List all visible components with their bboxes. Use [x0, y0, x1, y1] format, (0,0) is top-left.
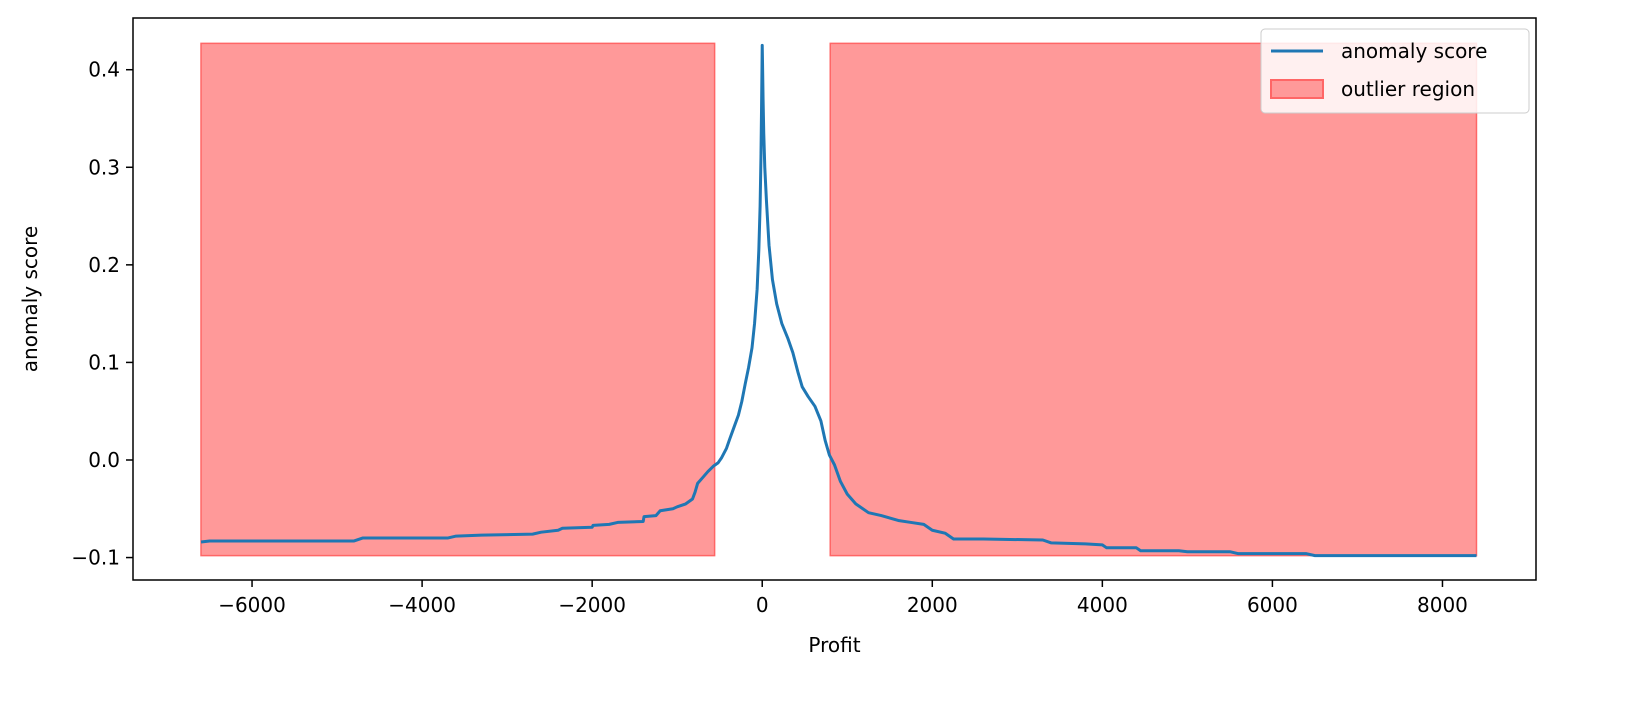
y-tick-label: 0.4	[88, 58, 120, 82]
legend-label-anomaly-score: anomaly score	[1341, 39, 1487, 63]
series-line-0	[200, 43, 1477, 558]
y-tick-label: 0.1	[88, 350, 120, 374]
x-tick-label: 2000	[907, 593, 958, 617]
outlier-region-1	[829, 42, 1478, 557]
x-axis-label: Profit	[808, 633, 860, 657]
outlier-region-0	[200, 42, 716, 557]
y-tick-label: −0.1	[71, 546, 120, 570]
x-tick-label: −6000	[218, 593, 286, 617]
x-tick-label: −4000	[388, 593, 456, 617]
x-tick-label: −2000	[558, 593, 626, 617]
legend-label-outlier-region: outlier region	[1341, 77, 1475, 101]
x-tick-label: 0	[756, 593, 769, 617]
legend-patch-swatch	[1270, 79, 1324, 99]
legend-box	[1260, 28, 1530, 114]
x-tick-label: 4000	[1077, 593, 1128, 617]
plot-lines	[200, 43, 1477, 558]
y-tick-label: 0.2	[88, 253, 120, 277]
outlier-regions	[200, 42, 1478, 557]
x-tick-label: 8000	[1417, 593, 1468, 617]
axes-frame	[132, 17, 1537, 581]
legend: anomaly score outlier region	[1260, 28, 1530, 114]
x-tick-label: 6000	[1247, 593, 1298, 617]
y-axis-ticks: −0.1 0.0 0.1 0.2 0.3 0.4	[71, 58, 133, 570]
y-axis-label: anomaly score	[18, 226, 42, 372]
y-tick-label: 0.3	[88, 155, 120, 179]
x-axis-ticks: −6000 −4000 −2000 0 2000 4000 6000 8000	[218, 580, 1468, 617]
y-tick-label: 0.0	[88, 448, 120, 472]
